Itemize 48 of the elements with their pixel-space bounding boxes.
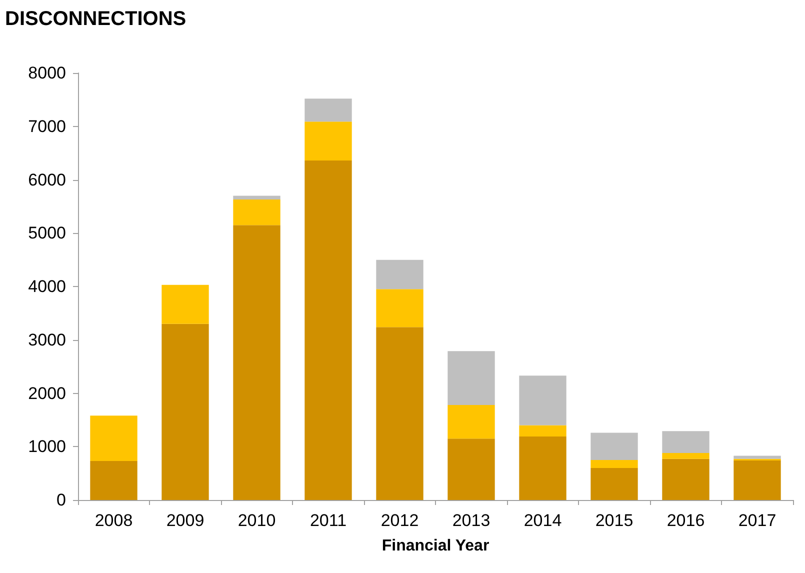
bar bbox=[233, 200, 280, 226]
bar bbox=[304, 98, 352, 122]
y-tick-label: 7000 bbox=[28, 116, 66, 136]
y-tick-label: 1000 bbox=[28, 437, 66, 456]
bar bbox=[448, 351, 495, 405]
bar bbox=[162, 324, 209, 500]
bar bbox=[376, 289, 424, 328]
x-tick-label: 2013 bbox=[452, 511, 490, 530]
y-tick-label: 3000 bbox=[28, 330, 66, 350]
x-tick-label: 2017 bbox=[738, 511, 776, 530]
bar bbox=[662, 431, 710, 454]
bar bbox=[519, 436, 566, 500]
bar bbox=[448, 438, 495, 500]
x-tick-label: 2014 bbox=[524, 511, 562, 530]
x-tick-label: 2010 bbox=[238, 511, 276, 530]
x-axis-title: Financial Year bbox=[382, 538, 490, 554]
bar bbox=[662, 453, 710, 459]
bar bbox=[519, 425, 566, 436]
bar bbox=[590, 460, 638, 468]
bar bbox=[734, 456, 781, 459]
y-tick-label: 6000 bbox=[28, 170, 66, 190]
bar bbox=[304, 160, 352, 500]
y-tick-label: 5000 bbox=[28, 224, 66, 243]
bar bbox=[448, 404, 495, 439]
chart-title: DISCONNECTIONS bbox=[5, 8, 186, 30]
bar bbox=[162, 284, 209, 324]
bar bbox=[590, 432, 638, 460]
x-tick-label: 2015 bbox=[595, 511, 634, 530]
x-tick-label: 2012 bbox=[380, 511, 419, 530]
bar bbox=[90, 461, 138, 500]
bar bbox=[376, 327, 424, 500]
bar bbox=[304, 122, 352, 161]
bar bbox=[590, 468, 638, 500]
y-tick-label: 8000 bbox=[28, 64, 66, 82]
x-tick-label: 2009 bbox=[166, 511, 204, 530]
y-tick-label: 0 bbox=[56, 490, 66, 510]
x-tick-label: 2011 bbox=[310, 511, 347, 530]
bar bbox=[662, 458, 710, 500]
x-tick-label: 2008 bbox=[94, 511, 133, 530]
bar bbox=[90, 416, 138, 462]
y-tick-label: 4000 bbox=[28, 277, 66, 296]
bar bbox=[519, 376, 566, 426]
bar bbox=[233, 196, 280, 200]
x-tick-label: 2016 bbox=[666, 511, 705, 530]
bar bbox=[734, 460, 781, 500]
bar bbox=[233, 225, 280, 500]
bar bbox=[376, 260, 424, 290]
y-tick-label: 2000 bbox=[28, 384, 66, 403]
